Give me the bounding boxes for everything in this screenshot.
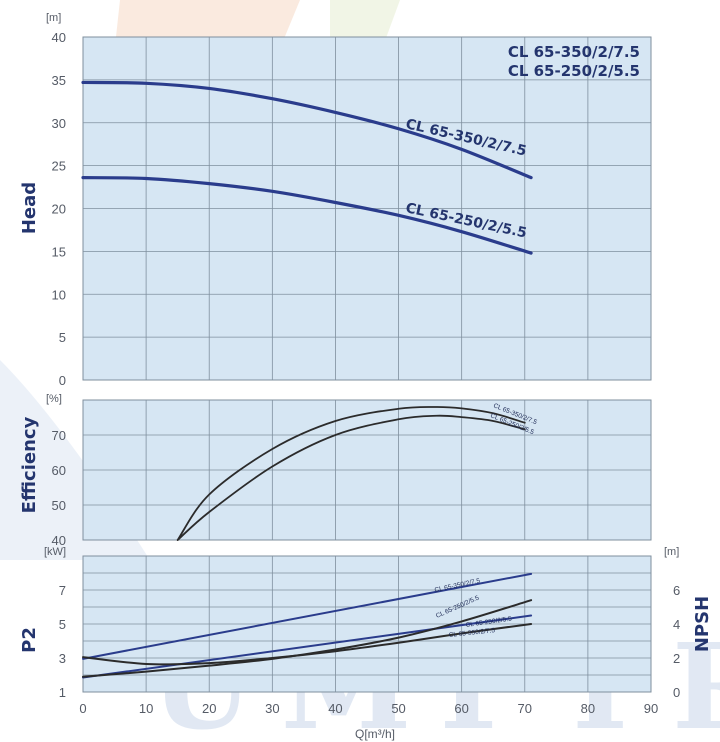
efficiency-panel: 40 50 60 70 (52, 399, 652, 548)
efficiency-y-tick-label: 40 (52, 533, 66, 548)
power-y-tick-label: 5 (59, 617, 66, 632)
head-panel: 0 5 10 15 20 25 30 35 40 (52, 30, 652, 388)
npsh-curve-label-350: CL 65-350/2/7.5 (448, 627, 495, 639)
model-name-2: CL 65-250/2/5.5 (508, 62, 640, 80)
x-tick-label: 60 (454, 701, 468, 716)
head-y-tick-label: 20 (52, 202, 66, 217)
efficiency-y-tick-label: 60 (52, 463, 66, 478)
head-y-tick-label: 25 (52, 159, 66, 174)
power-y-tick-label: 7 (59, 583, 66, 598)
npsh-y-tick-label: 2 (673, 651, 680, 666)
power-series-p2-cl-65-250-2-5-5-line (82, 614, 533, 679)
model-name-1: CL 65-350/2/7.5 (508, 43, 640, 61)
npsh-y-tick-label: 0 (673, 685, 680, 700)
head-axis-title: Head (19, 182, 40, 234)
head-y-tick-label: 40 (52, 30, 66, 45)
npsh-axis-title: NPSH (692, 596, 713, 652)
efficiency-y-tick-label: 70 (52, 428, 66, 443)
efficiency-unit-label: [%] (46, 393, 62, 405)
head-y-tick-label: 5 (59, 330, 66, 345)
p2-axis-title: P2 (19, 627, 40, 653)
efficiency-series-cl-65-250-2-5-5-line (176, 414, 526, 541)
npsh-y-tick-label: 4 (673, 617, 680, 632)
power-y-tick-label: 3 (59, 651, 66, 666)
head-y-tick-label: 0 (59, 373, 66, 388)
x-tick-label: 40 (328, 701, 342, 716)
x-tick-label: 0 (79, 701, 86, 716)
head-y-tick-label: 15 (52, 244, 66, 259)
head-y-tick-label: 10 (52, 287, 66, 302)
head-y-tick-label: 35 (52, 73, 66, 88)
x-tick-label: 50 (391, 701, 405, 716)
npsh-unit-label: [m] (664, 546, 679, 558)
power-series-npsh-cl-65-350-2-7-5-line (82, 623, 533, 666)
x-tick-label: 90 (644, 701, 658, 716)
x-tick-label: 80 (581, 701, 595, 716)
power-y-tick-label: 1 (59, 685, 66, 700)
head-series-cl-65-250-2-5-5-line (81, 176, 533, 255)
npsh-y-tick-label: 6 (673, 583, 680, 598)
x-tick-label: 70 (518, 701, 532, 716)
head-y-tick-label: 30 (52, 116, 66, 131)
efficiency-y-tick-label: 50 (52, 498, 66, 513)
x-axis-title: Q[m³/h] (355, 727, 395, 741)
head-unit-label: [m] (46, 12, 61, 24)
x-tick-label: 30 (265, 701, 279, 716)
x-tick-label: 10 (139, 701, 153, 716)
x-tick-label: 20 (202, 701, 216, 716)
p2-unit-label: [kW] (44, 546, 66, 558)
head-series-cl-65-350-2-7-5-line (81, 80, 533, 180)
efficiency-series-cl-65-350-2-7-5-line (176, 406, 526, 541)
efficiency-axis-title: Efficiency (19, 416, 40, 513)
power-series-p2-cl-65-350-2-7-5-line (82, 572, 533, 660)
